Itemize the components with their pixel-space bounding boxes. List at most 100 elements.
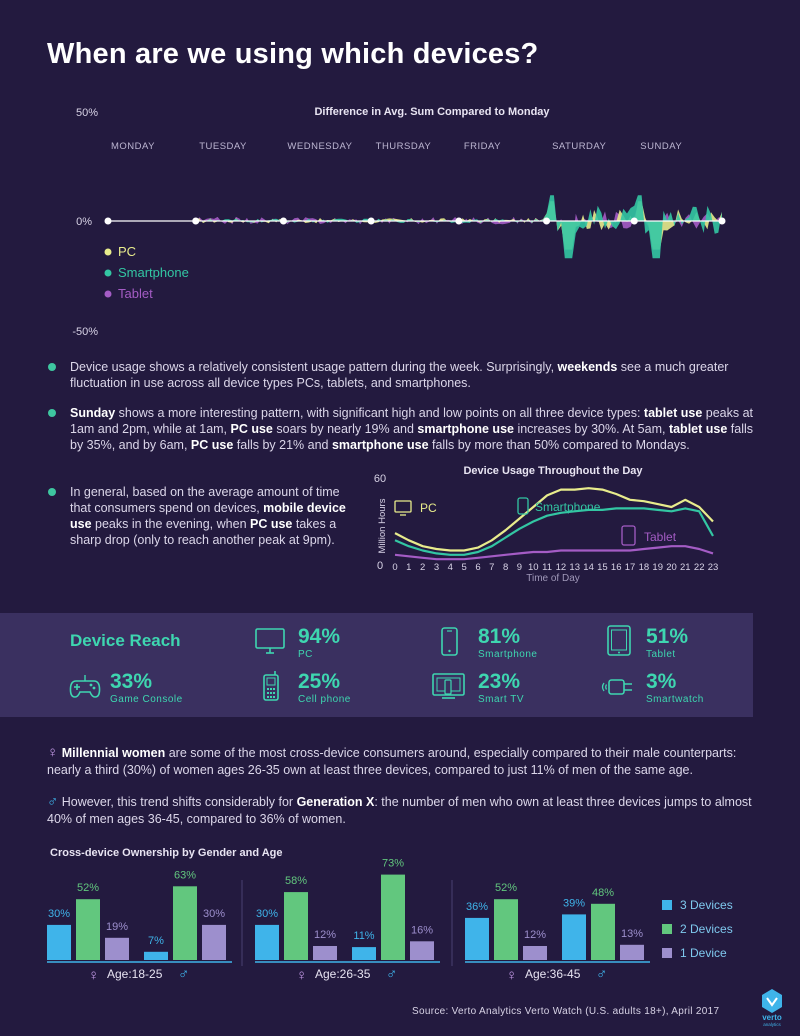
diff-area-smartphone (195, 195, 722, 259)
ownership-value-label: 52% (77, 882, 99, 894)
ownership-bar (144, 951, 168, 960)
smartphone-icon (441, 627, 458, 656)
legend-swatch (104, 248, 112, 256)
male-symbol-icon: ♂ (386, 966, 397, 983)
usage-x-tick: 17 (625, 562, 636, 573)
ownership-bar (105, 937, 129, 960)
usage-x-tick: 18 (639, 562, 650, 573)
ownership-value-label: 30% (48, 908, 70, 920)
ownership-legend-label: 2 Devices (680, 922, 733, 936)
usage-x-tick: 1 (406, 562, 411, 573)
reach-stat-cell-phone: 25% Cell phone (298, 671, 351, 706)
ownership-value-label: 13% (621, 928, 643, 940)
usage-x-tick: 11 (542, 562, 552, 573)
day-label-friday: FRIDAY (464, 141, 501, 152)
reach-label: Game Console (110, 694, 183, 705)
ownership-bar (410, 941, 434, 960)
day-label-monday: MONDAY (111, 141, 155, 152)
day-boundary-dot (104, 217, 112, 225)
tablet-icon (607, 625, 631, 656)
day-label-wednesday: WEDNESDAY (287, 141, 352, 152)
ownership-value-label: 36% (466, 901, 488, 913)
usage-x-tick: 9 (517, 562, 522, 573)
reach-pct: 33% (110, 670, 153, 693)
ownership-legend-swatch (662, 924, 672, 934)
ownership-legend-label: 3 Devices (680, 898, 733, 912)
usage-x-tick: 12 (556, 562, 567, 573)
reach-label: PC (298, 649, 313, 660)
usage-label-tablet: Tablet (621, 525, 677, 546)
diff-chart-title: Difference in Avg. Sum Compared to Monda… (314, 106, 550, 118)
usage-line-smartphone (394, 507, 714, 556)
reach-stat-smartwatch: 3% Smartwatch (646, 671, 704, 706)
usage-x-tick: 16 (611, 562, 622, 573)
ownership-value-label: 11% (353, 930, 374, 942)
reach-pct: 51% (646, 625, 689, 648)
ownership-bar (173, 886, 197, 960)
usage-x-tick: 5 (461, 562, 466, 573)
female-symbol-icon: ♀ (296, 967, 307, 984)
day-label-thursday: THURSDAY (376, 141, 432, 152)
ownership-bar (284, 892, 308, 960)
usage-label-smartphone: Smartphone (517, 497, 601, 515)
usage-x-tick: 6 (475, 562, 480, 573)
diff-legend-smartphone: Smartphone (118, 265, 189, 280)
ownership-bar (352, 947, 376, 960)
ownership-bar (465, 917, 489, 960)
ownership-value-label: 7% (148, 935, 164, 947)
usage-x-tick: 13 (569, 562, 580, 573)
legend-swatch (104, 269, 112, 277)
ownership-value-label: 16% (411, 924, 433, 936)
day-boundary-dot (455, 217, 463, 225)
ownership-value-label: 39% (563, 897, 585, 909)
cell-phone-icon (263, 671, 279, 701)
logo-subtext: analytics (763, 1022, 781, 1027)
ownership-value-label: 73% (382, 858, 404, 870)
tablet-icon (621, 525, 636, 546)
usage-x-tick: 10 (528, 562, 539, 573)
usage-y-tick-bottom: 0 (377, 560, 383, 572)
usage-y-tick-top: 60 (374, 473, 386, 485)
reach-pct: 81% (478, 625, 521, 648)
usage-x-tick: 20 (666, 562, 677, 573)
logo-text: verto (762, 1013, 782, 1022)
usage-x-tick: 4 (448, 562, 453, 573)
smartwatch-icon (601, 679, 632, 695)
male-symbol-icon: ♂ (596, 966, 607, 983)
male-symbol-icon: ♂ (178, 966, 189, 983)
day-label-saturday: SATURDAY (552, 141, 606, 152)
ownership-value-label: 63% (174, 869, 196, 881)
ownership-chart-title: Cross-device Ownership by Gender and Age (50, 847, 283, 859)
source-note: Source: Verto Analytics Verto Watch (U.S… (412, 1006, 720, 1017)
monitor-icon (255, 628, 285, 654)
day-boundary-dot (192, 217, 200, 225)
usage-x-tick: 3 (434, 562, 439, 573)
usage-line-pc (394, 487, 714, 552)
reach-stat-tablet: 51% Tablet (646, 625, 689, 661)
monitor-icon (394, 500, 412, 513)
ownership-bar (76, 899, 100, 960)
insight-bullet-weekends: Device usage shows a relatively consiste… (48, 359, 760, 391)
usage-pc-label: PC (420, 501, 437, 515)
ownership-chart: Cross-device Ownership by Gender and Age… (47, 847, 733, 984)
day-boundary-dot (718, 217, 726, 225)
diff-legend-pc: PC (118, 244, 136, 259)
usage-x-tick: 21 (680, 562, 691, 573)
ownership-bar (591, 903, 615, 960)
millennial-women-paragraph: ♀ Millennial women are some of the most … (47, 744, 737, 777)
usage-line-tablet (394, 545, 714, 561)
ownership-value-label: 52% (495, 882, 517, 894)
legend-swatch (104, 290, 112, 298)
ownership-bar (47, 924, 71, 960)
reach-label: Cell phone (298, 694, 351, 705)
difference-chart: Difference in Avg. Sum Compared to Monda… (72, 106, 726, 338)
ownership-bar (562, 914, 586, 960)
diff-y-tick-bottom: -50% (72, 326, 98, 338)
reach-label: Tablet (646, 649, 676, 660)
usage-x-tick: 14 (583, 562, 594, 573)
reach-pct: 94% (298, 625, 341, 648)
diff-legend-tablet: Tablet (118, 286, 153, 301)
diff-area-pc (195, 201, 722, 250)
ownership-bar (381, 874, 405, 960)
smart-tv-icon (432, 673, 465, 699)
